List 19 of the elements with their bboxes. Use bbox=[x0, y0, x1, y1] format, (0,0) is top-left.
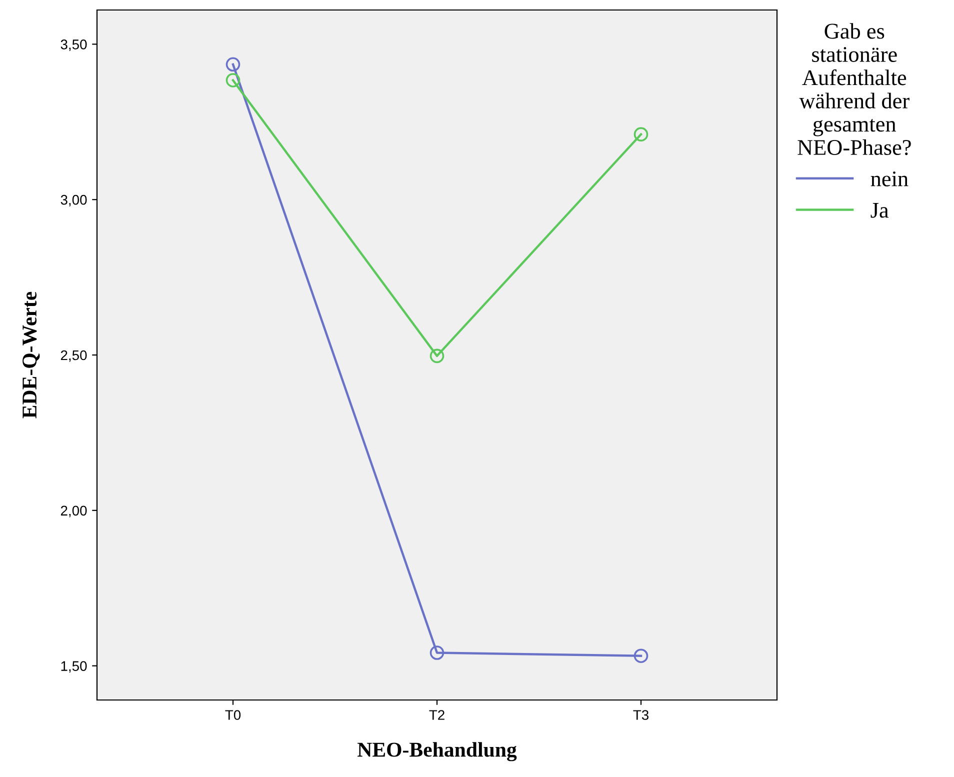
point bbox=[430, 646, 444, 660]
point bbox=[634, 648, 648, 664]
y-tick-label: 2,00 bbox=[60, 506, 87, 518]
x-axis-title: NEO-Behandlung bbox=[358, 742, 517, 762]
point bbox=[430, 348, 444, 364]
y-tick-label: 2,50 bbox=[60, 350, 87, 362]
y-tick-label: 3,00 bbox=[60, 194, 87, 206]
y-axis-title: EDE-Q-Werte bbox=[22, 292, 40, 418]
point bbox=[226, 57, 240, 72]
legend-label: nein bbox=[870, 171, 908, 186]
point bbox=[634, 127, 648, 142]
point bbox=[226, 73, 240, 88]
y-tick-label: 1,50 bbox=[61, 661, 87, 673]
legend-title: Gab es stationäre Aufenthalte während der gesamten NEO-Phase? bbox=[798, 23, 911, 156]
y-tick-label: 3,50 bbox=[60, 40, 87, 51]
x-tick-label: T3 bbox=[633, 710, 648, 720]
x-tick-label: T2 bbox=[429, 710, 444, 720]
legend-label: Ja bbox=[870, 203, 889, 218]
x-tick-label: T0 bbox=[225, 710, 241, 720]
